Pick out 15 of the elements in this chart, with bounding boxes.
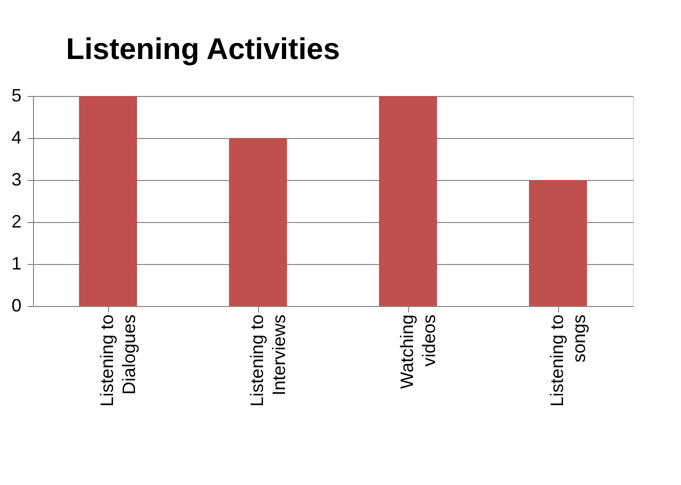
x-tick-label: Listening to Interviews bbox=[247, 314, 289, 407]
y-tick-label: 4 bbox=[11, 128, 22, 148]
bar bbox=[229, 138, 287, 306]
y-tick-label: 0 bbox=[11, 296, 22, 316]
x-tick-label: Listening to Dialogues bbox=[97, 314, 139, 407]
x-tick-label: Watching videos bbox=[397, 314, 439, 389]
y-tick-label: 2 bbox=[11, 212, 22, 232]
x-tick-label: Listening to songs bbox=[547, 314, 589, 407]
y-tick-label: 5 bbox=[11, 86, 22, 106]
bar bbox=[529, 180, 587, 306]
chart-title: Listening Activities bbox=[66, 33, 340, 66]
bar bbox=[379, 96, 437, 306]
y-tick-label: 3 bbox=[11, 170, 22, 190]
bar bbox=[79, 96, 137, 306]
y-tick-label: 1 bbox=[11, 254, 22, 274]
